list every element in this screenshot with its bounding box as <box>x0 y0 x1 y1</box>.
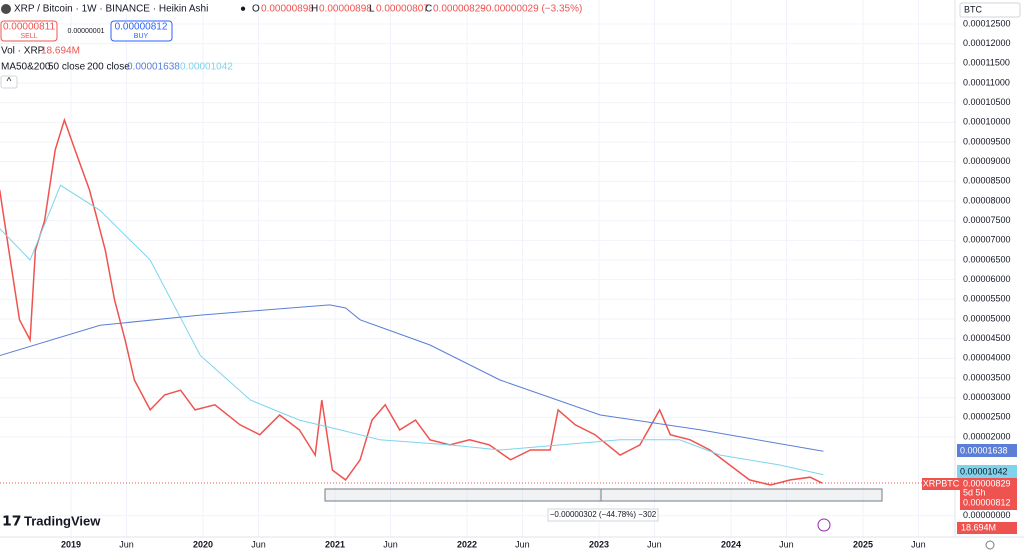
y-tick-label: 0.00008500 <box>963 176 1011 186</box>
x-tick-label: Jun <box>515 539 530 549</box>
open-label: O <box>252 4 260 15</box>
ma200-badge <box>957 444 1017 457</box>
status-dot: ● <box>240 4 246 15</box>
ma-line <box>0 184 824 476</box>
vol-label: Vol · XRP <box>1 46 45 57</box>
x-tick-label: 2024 <box>721 539 741 549</box>
high: 0.00000898 <box>319 4 372 15</box>
last-price: 0.00000829 <box>963 478 1011 488</box>
x-tick-label: Jun <box>647 539 662 549</box>
change: −0.00000029 (−3.35%) <box>480 4 582 15</box>
sell-button[interactable] <box>0 20 58 42</box>
y-tick-label: 0.00004000 <box>963 353 1011 363</box>
ma200-badge-text: 0.00001638 <box>960 445 1008 455</box>
currency-select[interactable] <box>959 2 1021 18</box>
y-tick-label: 0.00004500 <box>963 333 1011 343</box>
y-tick-label: 0.00010500 <box>963 97 1011 107</box>
y-tick-label: 0.00010000 <box>963 117 1011 127</box>
x-tick-label: Jun <box>251 539 266 549</box>
sell-label[interactable]: SELL <box>20 33 37 40</box>
y-tick-label: 0.00005000 <box>963 313 1011 323</box>
y-tick-label: 0.00007000 <box>963 235 1011 245</box>
y-tick-label: 0.00007500 <box>963 215 1011 225</box>
x-tick-label: 2019 <box>61 539 81 549</box>
logo-mark: 𝟭𝟳 <box>2 513 21 529</box>
high-label: H <box>311 4 318 15</box>
x-tick-label: Jun <box>383 539 398 549</box>
price-line <box>0 117 823 486</box>
y-tick-label: 0.00002000 <box>963 431 1011 441</box>
y-tick-label: 0.00009000 <box>963 156 1011 166</box>
x-tick-label: Jun <box>911 539 926 549</box>
y-tick-label: 0.00012500 <box>963 18 1011 28</box>
price-badge <box>960 478 1017 510</box>
y-tick-label: 0.00006500 <box>963 254 1011 264</box>
ma50-badge-text: 0.00001042 <box>960 466 1008 476</box>
sell-price[interactable]: 0.00000811 <box>3 22 56 33</box>
close-label: C <box>425 4 432 15</box>
measure-label-box <box>547 508 659 522</box>
x-tick-label: Jun <box>779 539 794 549</box>
y-tick-label: 0.00008000 <box>963 195 1011 205</box>
y-tick-label: 0.00012000 <box>963 38 1011 48</box>
buy-button[interactable] <box>110 20 173 42</box>
ma50-badge <box>957 465 1017 478</box>
x-tick-label: 2021 <box>325 539 345 549</box>
y-tick-label: 0.00000000 <box>963 510 1011 520</box>
spread: 0.00000001 <box>68 28 105 35</box>
settings-icon[interactable] <box>985 540 995 550</box>
events-icon[interactable] <box>817 518 831 532</box>
measure-label: −0.00000302 (−44.78%) −302 <box>550 510 657 519</box>
low: 0.00000807 <box>376 4 429 15</box>
x-tick-label: 2022 <box>457 539 477 549</box>
y-tick-label: 0.00011000 <box>963 77 1010 87</box>
ma200-last: 0.00001638 <box>127 62 180 73</box>
countdown: 5d 5h <box>963 487 986 497</box>
y-tick-label: 0.00009500 <box>963 136 1011 146</box>
ma50-name: 50 close <box>48 62 86 73</box>
close: 0.00000829 <box>433 4 486 15</box>
vol-badge-text: 18.694M <box>961 522 996 532</box>
x-tick-label: 2020 <box>193 539 213 549</box>
title: XRP / Bitcoin · 1W · BINANCE · Heikin As… <box>14 4 208 15</box>
open: 0.00000898 <box>261 4 314 15</box>
symbol-badge-text: XRPBTC <box>923 478 960 488</box>
y-tick-label: 0.00003000 <box>963 392 1011 402</box>
y-tick-label: 0.00005500 <box>963 294 1011 304</box>
y-tick-label: 0.00002500 <box>963 412 1011 422</box>
ma-line <box>0 304 824 452</box>
y-tick-label: 0.00003500 <box>963 372 1011 382</box>
symbol-badge <box>922 478 960 490</box>
buy-label[interactable]: BUY <box>134 33 149 40</box>
logo: TradingView <box>24 513 101 528</box>
collapse-icon[interactable]: ^ <box>7 77 12 88</box>
ma-label: MA50&200 <box>1 62 51 73</box>
vol-badge <box>957 522 1017 534</box>
vol-value: 18.694M <box>41 46 80 57</box>
x-tick-label: Jun <box>119 539 134 549</box>
x-tick-label: 2023 <box>589 539 609 549</box>
y-tick-label: 0.00011500 <box>963 58 1010 68</box>
ma200-name: 200 close <box>87 62 130 73</box>
y-tick-label: 0.00006000 <box>963 274 1011 284</box>
x-tick-label: 2025 <box>853 539 873 549</box>
currency[interactable]: BTC <box>964 4 983 14</box>
measure-box <box>324 488 883 502</box>
bid-price: 0.00000812 <box>963 497 1011 507</box>
symbol-icon <box>1 4 11 14</box>
low-label: L <box>369 4 375 15</box>
ma50-last: 0.00001042 <box>180 62 233 73</box>
collapse-button[interactable] <box>0 75 18 89</box>
buy-price[interactable]: 0.00000812 <box>115 22 168 33</box>
